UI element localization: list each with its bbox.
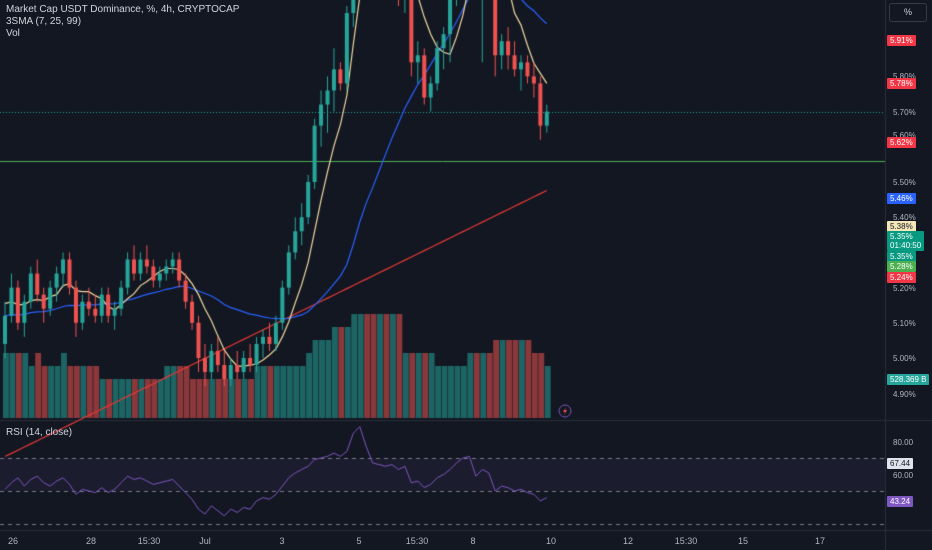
price-tag-2: 5.35% — [887, 251, 916, 262]
time-label: 15:30 — [137, 536, 161, 546]
price-tick: 5.60% — [893, 131, 916, 140]
price-tick: 4.90% — [893, 390, 916, 399]
rsi-tick: 80.00 — [893, 438, 914, 447]
time-label: 5 — [356, 536, 362, 546]
level-tag-591: 5.91% — [887, 35, 916, 46]
volume-legend[interactable]: Vol — [6, 28, 20, 39]
time-label: 15 — [737, 536, 749, 546]
time-label: 12 — [622, 536, 634, 546]
level-tag-578: 5.78% — [887, 78, 916, 89]
time-label: 17 — [814, 536, 826, 546]
sma-long-tag: 5.24% — [887, 272, 916, 283]
price-tick: 5.20% — [893, 284, 916, 293]
chart-title: Market Cap USDT Dominance, %, 4h, CRYPTO… — [6, 4, 240, 15]
price-tick: 5.10% — [893, 319, 916, 328]
time-label: 10 — [545, 536, 557, 546]
price-tick: 5.50% — [893, 178, 916, 187]
rsi-tick: 60.00 — [893, 471, 914, 480]
percent-scale-button[interactable]: % — [889, 3, 927, 22]
rsi-ma-tag: 67.44 — [887, 458, 914, 469]
price-tick: 5.80% — [893, 72, 916, 81]
bar-countdown: 01:40:50 — [890, 241, 922, 250]
time-label: 15:30 — [674, 536, 698, 546]
sma-slow-tag: 5.46% — [887, 193, 916, 204]
price-tick: 5.70% — [893, 108, 916, 117]
price-tick: 5.00% — [893, 354, 916, 363]
time-label: 8 — [470, 536, 476, 546]
level-tag-562: 5.62% — [887, 137, 916, 148]
price-tick: 5.40% — [893, 213, 916, 222]
current-price: 5.35% — [890, 232, 913, 241]
rsi-value-tag: 43.24 — [887, 496, 914, 507]
volume-tag: 528.369 B — [887, 374, 930, 385]
sma-fast-tag: 5.38% — [887, 221, 916, 232]
green-level-tag: 5.28% — [887, 261, 916, 272]
time-label: 15:30 — [405, 536, 429, 546]
time-label: Jul — [199, 536, 211, 546]
price-tag: 5.35% 01:40:50 — [887, 231, 925, 251]
time-label: 26 — [7, 536, 19, 546]
time-label: 28 — [85, 536, 97, 546]
time-label: 3 — [279, 536, 285, 546]
sma-legend[interactable]: 3SMA (7, 25, 99) — [6, 16, 82, 27]
rsi-legend[interactable]: RSI (14, close) — [6, 427, 73, 438]
